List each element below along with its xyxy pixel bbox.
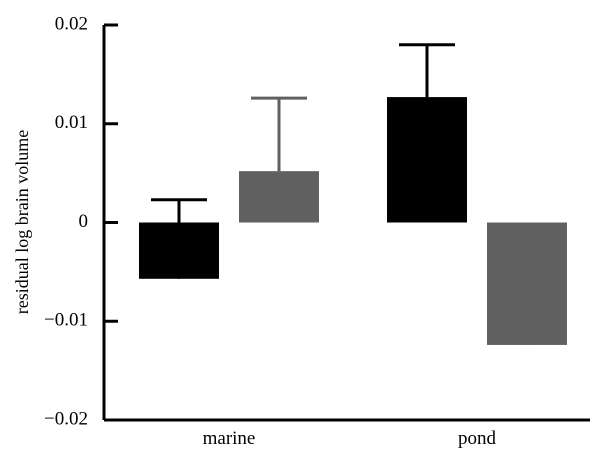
- x-category-label: marine: [203, 428, 256, 449]
- y-tick-label: −0.02: [44, 408, 88, 429]
- y-tick-label: 0.02: [55, 13, 88, 34]
- bars: [139, 97, 567, 345]
- x-axis: marine pond: [104, 418, 590, 449]
- y-axis: −0.02 −0.01 0 0.01 0.02: [44, 13, 118, 429]
- y-axis-title: residual log brain volume: [12, 130, 32, 314]
- y-tick-label: 0.01: [55, 112, 88, 133]
- bar: [387, 97, 467, 223]
- bar: [239, 171, 319, 223]
- x-category-label: pond: [458, 428, 497, 449]
- error-bars: [151, 43, 555, 345]
- y-tick-label: 0: [79, 211, 89, 232]
- y-tick-label: −0.01: [44, 310, 88, 331]
